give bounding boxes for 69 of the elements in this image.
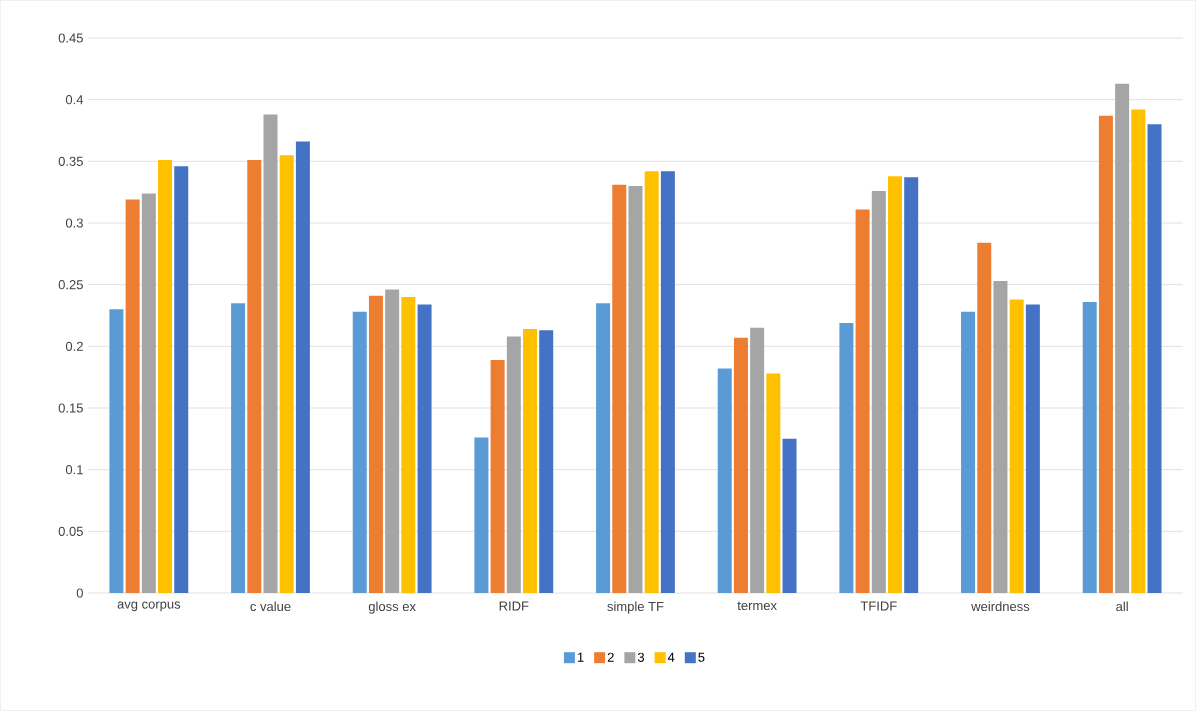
bar <box>628 186 643 593</box>
bar <box>523 329 538 593</box>
bar <box>490 359 505 593</box>
bar <box>717 368 732 593</box>
legend-label: 3 <box>637 652 645 662</box>
x-tick-label: weirdness <box>971 601 1030 612</box>
x-tick-label: simple TF <box>607 601 664 614</box>
bar <box>733 337 748 593</box>
bar <box>263 114 278 593</box>
y-tick-label: 0.3 <box>65 218 83 228</box>
bar <box>109 309 124 593</box>
bar <box>158 160 173 593</box>
bar <box>352 311 367 593</box>
legend-label: 1 <box>577 652 584 662</box>
bar <box>506 336 521 593</box>
bar <box>174 166 189 593</box>
y-tick-label: 0.45 <box>58 33 83 43</box>
y-tick-label: 0.2 <box>65 341 83 351</box>
bar <box>782 438 797 593</box>
x-tick-label: c value <box>250 601 291 612</box>
legend-label: 5 <box>698 652 705 662</box>
bar <box>279 155 294 593</box>
legend-label: 2 <box>607 652 614 662</box>
bar <box>247 160 262 593</box>
bar <box>766 373 781 593</box>
y-tick-label: 0 <box>76 588 83 598</box>
bar <box>993 280 1008 593</box>
x-tick-label: termex <box>737 601 777 611</box>
bar <box>961 311 976 593</box>
bar <box>612 184 627 593</box>
bar <box>368 295 383 593</box>
bar <box>1025 304 1040 593</box>
bar <box>231 303 246 593</box>
y-tick-label: 0.1 <box>65 465 83 475</box>
y-tick-label: 0.25 <box>58 280 83 290</box>
bar <box>417 304 432 593</box>
bar <box>1098 115 1113 593</box>
bar <box>871 190 886 593</box>
x-tick-label: gloss ex <box>368 601 416 614</box>
bar <box>1147 124 1162 593</box>
x-tick-label: all <box>1116 601 1128 612</box>
y-tick-label: 0.35 <box>58 156 83 166</box>
bar <box>750 327 765 593</box>
y-tick-label: 0.15 <box>58 403 83 413</box>
bar <box>888 176 902 593</box>
bar <box>401 297 416 593</box>
bar <box>125 199 140 593</box>
bar <box>596 303 611 593</box>
bar <box>839 322 854 593</box>
bar <box>1115 83 1130 593</box>
bar <box>904 177 919 593</box>
x-tick-label: TFIDF <box>860 601 897 611</box>
bar <box>1131 109 1146 593</box>
y-tick-label: 0.05 <box>58 526 83 536</box>
x-tick-label: avg corpus <box>117 601 181 612</box>
bar <box>855 209 870 593</box>
x-tick-label: RIDF <box>499 601 529 611</box>
bar <box>141 193 156 593</box>
bar <box>385 289 400 593</box>
bar <box>644 171 659 593</box>
bar <box>1009 299 1024 593</box>
bar <box>474 437 489 593</box>
bar <box>295 141 310 593</box>
y-tick-label: 0.4 <box>65 95 84 105</box>
legend-label: 4 <box>667 652 675 662</box>
bar <box>539 330 554 593</box>
bar <box>660 171 675 593</box>
bar <box>1082 301 1097 593</box>
bar <box>977 242 992 593</box>
